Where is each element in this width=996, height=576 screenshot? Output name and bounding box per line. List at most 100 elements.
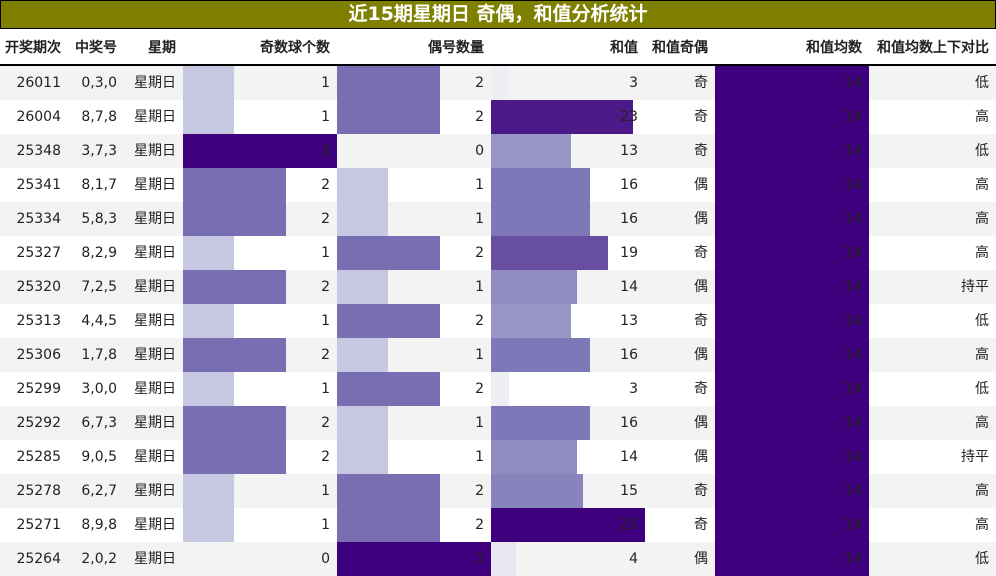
col-header-sum-parity[interactable]: 和值奇偶 xyxy=(652,39,708,56)
table-row[interactable]: 25292 6,7,3 星期日 2 1 16 偶 14 高 xyxy=(0,406,996,440)
cell-value: 高 xyxy=(975,415,989,431)
cell-value: 4,4,5 xyxy=(81,313,117,329)
cell-value: 2 xyxy=(475,245,484,261)
cell-compare: 低 xyxy=(869,304,996,338)
data-bar xyxy=(491,542,516,576)
data-bar xyxy=(337,542,491,576)
cell-value: 2 xyxy=(321,279,330,295)
cell-value: 星期日 xyxy=(134,415,176,431)
cell-value: 13 xyxy=(620,313,638,329)
cell-value: 25292 xyxy=(16,415,61,431)
table-row[interactable]: 25334 5,8,3 星期日 2 1 16 偶 14 高 xyxy=(0,202,996,236)
data-bar xyxy=(491,66,510,100)
cell-numbers: 5,8,3 xyxy=(68,202,124,236)
table-row[interactable]: 26011 0,3,0 星期日 1 2 3 奇 14 低 xyxy=(0,66,996,100)
cell-value: 高 xyxy=(975,245,989,261)
cell-even: 2 xyxy=(337,66,491,100)
table-row[interactable]: 25341 8,1,7 星期日 2 1 16 偶 14 高 xyxy=(0,168,996,202)
cell-sum-avg: 14 xyxy=(715,304,869,338)
cell-sum-parity: 偶 xyxy=(645,440,715,474)
data-bar xyxy=(337,406,389,440)
table-row[interactable]: 25348 3,7,3 星期日 3 0 13 奇 14 低 xyxy=(0,134,996,168)
col-header-compare[interactable]: 和值均数上下对比 xyxy=(877,39,989,56)
cell-value: 3 xyxy=(629,381,638,397)
cell-value: 低 xyxy=(975,551,989,567)
col-header-period[interactable]: 开奖期次 xyxy=(5,39,61,56)
cell-value: 偶 xyxy=(694,347,708,363)
cell-odd: 2 xyxy=(183,440,337,474)
cell-value: 1 xyxy=(321,313,330,329)
cell-value: 星期日 xyxy=(134,211,176,227)
cell-value: 偶 xyxy=(694,449,708,465)
cell-value: 25313 xyxy=(16,313,61,329)
table-row[interactable]: 25313 4,4,5 星期日 1 2 13 奇 14 低 xyxy=(0,304,996,338)
cell-value: 7,2,5 xyxy=(81,279,117,295)
table-row[interactable]: 25278 6,2,7 星期日 1 2 15 奇 14 高 xyxy=(0,474,996,508)
cell-value: 14 xyxy=(844,245,862,261)
cell-value: 高 xyxy=(975,211,989,227)
cell-period: 26011 xyxy=(0,66,68,100)
cell-value: 星期日 xyxy=(134,347,176,363)
cell-value: 2 xyxy=(475,109,484,125)
cell-value: 低 xyxy=(975,313,989,329)
cell-value: 14 xyxy=(844,75,862,91)
header-row: 开奖期次 中奖号 星期 奇数球个数 偶号数量 和值 和值奇偶 和值均数 和值均数… xyxy=(0,29,996,66)
cell-sum-parity: 奇 xyxy=(645,66,715,100)
table-row[interactable]: 25271 8,9,8 星期日 1 2 25 奇 14 高 xyxy=(0,508,996,542)
cell-compare: 低 xyxy=(869,66,996,100)
data-bar xyxy=(337,474,440,508)
cell-even: 1 xyxy=(337,202,491,236)
table-row[interactable]: 26004 8,7,8 星期日 1 2 23 奇 14 高 xyxy=(0,100,996,134)
cell-sum-parity: 偶 xyxy=(645,542,715,576)
col-header-weekday[interactable]: 星期 xyxy=(148,39,176,56)
table-row[interactable]: 25320 7,2,5 星期日 2 1 14 偶 14 持平 xyxy=(0,270,996,304)
cell-weekday: 星期日 xyxy=(124,338,183,372)
data-bar xyxy=(491,100,633,134)
cell-odd: 1 xyxy=(183,100,337,134)
table-row[interactable]: 25327 8,2,9 星期日 1 2 19 奇 14 高 xyxy=(0,236,996,270)
data-bar xyxy=(337,508,440,542)
cell-weekday: 星期日 xyxy=(124,100,183,134)
cell-value: 偶 xyxy=(694,415,708,431)
col-header-even[interactable]: 偶号数量 xyxy=(428,39,484,56)
cell-value: 星期日 xyxy=(134,313,176,329)
cell-odd: 2 xyxy=(183,202,337,236)
cell-numbers: 2,0,2 xyxy=(68,542,124,576)
cell-period: 25285 xyxy=(0,440,68,474)
cell-sum-avg: 14 xyxy=(715,270,869,304)
data-bar xyxy=(491,338,590,372)
data-bar xyxy=(183,406,286,440)
data-bar xyxy=(491,372,510,406)
data-bar xyxy=(337,304,440,338)
table-row[interactable]: 25306 1,7,8 星期日 2 1 16 偶 14 高 xyxy=(0,338,996,372)
cell-compare: 低 xyxy=(869,134,996,168)
cell-value: 6,7,3 xyxy=(81,415,117,431)
cell-even: 2 xyxy=(337,372,491,406)
cell-value: 2 xyxy=(321,449,330,465)
cell-even: 2 xyxy=(337,508,491,542)
col-header-odd[interactable]: 奇数球个数 xyxy=(260,39,330,56)
data-bar xyxy=(183,202,286,236)
cell-value: 5,8,3 xyxy=(81,211,117,227)
cell-weekday: 星期日 xyxy=(124,270,183,304)
table-row[interactable]: 25299 3,0,0 星期日 1 2 3 奇 14 低 xyxy=(0,372,996,406)
cell-even: 3 xyxy=(337,542,491,576)
cell-value: 奇 xyxy=(694,313,708,329)
data-bar xyxy=(491,236,609,270)
cell-value: 1 xyxy=(321,245,330,261)
cell-period: 25313 xyxy=(0,304,68,338)
col-header-sum[interactable]: 和值 xyxy=(610,39,638,56)
cell-value: 2 xyxy=(321,415,330,431)
data-bar xyxy=(715,66,869,100)
cell-value: 14 xyxy=(844,381,862,397)
cell-sum: 16 xyxy=(491,338,645,372)
cell-value: 低 xyxy=(975,381,989,397)
col-header-sum-avg[interactable]: 和值均数 xyxy=(806,39,862,56)
cell-even: 0 xyxy=(337,134,491,168)
table-row[interactable]: 25264 2,0,2 星期日 0 3 4 偶 14 低 xyxy=(0,542,996,576)
cell-sum-avg: 14 xyxy=(715,406,869,440)
table-row[interactable]: 25285 9,0,5 星期日 2 1 14 偶 14 持平 xyxy=(0,440,996,474)
cell-numbers: 6,2,7 xyxy=(68,474,124,508)
col-header-numbers[interactable]: 中奖号 xyxy=(75,39,117,56)
cell-value: 14 xyxy=(844,483,862,499)
